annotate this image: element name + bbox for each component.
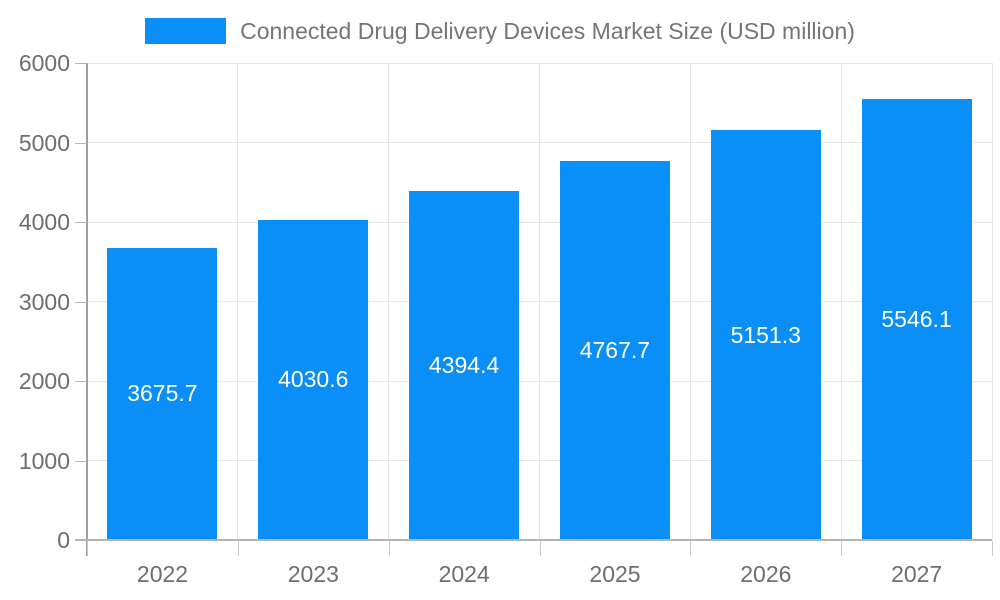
x-tick-label: 2026 <box>740 561 792 587</box>
y-tick <box>75 222 87 223</box>
x-tick <box>841 541 843 556</box>
legend-label: Connected Drug Delivery Devices Market S… <box>240 17 855 44</box>
y-axis-line <box>86 63 88 556</box>
bar-value-label: 5546.1 <box>881 306 952 333</box>
y-tick <box>75 540 87 541</box>
x-tick <box>87 541 88 556</box>
plot-area: 3675.7 4030.6 4394.4 4767.7 5151.3 5546.1 <box>87 62 993 540</box>
x-tick-label: 2022 <box>136 561 189 587</box>
x-tick <box>237 541 239 556</box>
x-tick <box>690 541 692 556</box>
gridline-v <box>237 63 239 540</box>
x-tick-label: 2024 <box>438 561 490 587</box>
legend[interactable]: Connected Drug Delivery Devices Market S… <box>0 17 1000 45</box>
bar[interactable]: 5151.3 <box>710 130 821 540</box>
y-tick <box>75 381 87 382</box>
y-tick <box>75 460 87 462</box>
x-axis-line <box>75 539 992 541</box>
gridline-v <box>991 63 993 540</box>
bar[interactable]: 5546.1 <box>861 99 972 540</box>
gridline-v <box>539 63 540 540</box>
legend-swatch <box>145 18 227 44</box>
bar[interactable]: 4767.7 <box>559 160 670 540</box>
x-tick-label: 2027 <box>891 561 943 587</box>
x-tick <box>992 541 993 556</box>
bar-value-label: 3675.7 <box>127 380 198 407</box>
bar[interactable]: 3675.7 <box>107 247 218 540</box>
bar-value-label: 4030.6 <box>278 366 349 393</box>
x-tick <box>539 541 541 556</box>
y-tick <box>75 142 87 144</box>
y-tick-label: 3000 <box>18 288 70 315</box>
y-tick <box>75 301 87 303</box>
gridline-v <box>689 63 691 540</box>
gridline-v <box>840 63 842 540</box>
y-tick-label: 0 <box>57 527 70 553</box>
x-tick-label: 2023 <box>287 561 339 587</box>
y-tick-label: 5000 <box>18 129 70 156</box>
x-tick <box>388 541 390 556</box>
bar-value-label: 4767.7 <box>579 336 651 363</box>
y-tick-label: 6000 <box>18 50 70 76</box>
bar-value-label: 4394.4 <box>428 351 500 378</box>
y-tick-label: 1000 <box>18 447 70 474</box>
y-tick-label: 2000 <box>18 368 70 394</box>
gridline-v <box>388 63 390 540</box>
bar[interactable]: 4394.4 <box>409 190 520 540</box>
y-tick-label: 4000 <box>18 209 70 235</box>
x-tick-label: 2025 <box>589 561 641 587</box>
bar-value-label: 5151.3 <box>730 321 801 348</box>
bar[interactable]: 4030.6 <box>258 219 369 540</box>
y-tick <box>75 63 87 64</box>
